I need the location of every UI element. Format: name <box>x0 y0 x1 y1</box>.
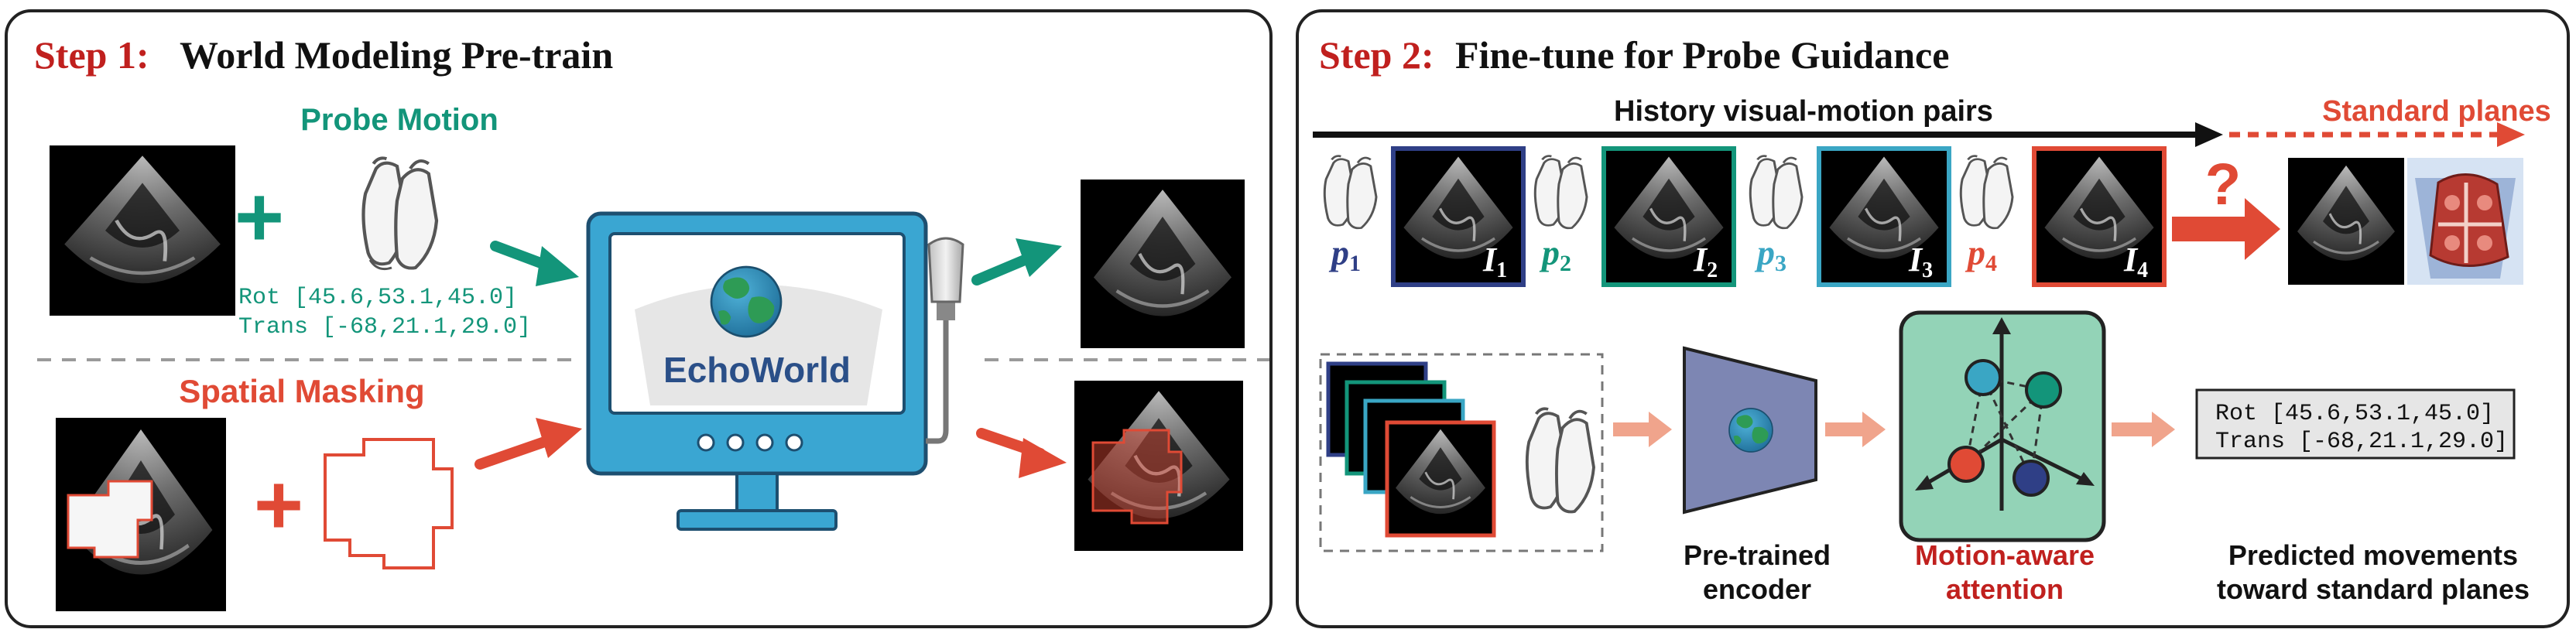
history-frame-3 <box>1817 146 1951 287</box>
plus-sign-bottom: + <box>254 457 303 552</box>
history-timeline-head <box>2195 122 2223 147</box>
predicted-label-line1: Predicted movements <box>2228 539 2518 571</box>
predicted-motion-box <box>2195 388 2516 460</box>
ultrasound-masked-input <box>56 418 226 611</box>
future-timeline-head <box>2497 122 2525 147</box>
encoder-label-line1: Pre-trained <box>1684 539 1831 571</box>
history-frame-1 <box>1391 146 1526 287</box>
visual-motion-pair: p2 I2 <box>1533 146 1736 287</box>
predicted-label-line2: toward standard planes <box>2217 573 2530 605</box>
monitor-button-icon <box>726 433 745 452</box>
probe-motion-label: Probe Motion <box>300 103 498 137</box>
step2-label: Step 2: <box>1319 33 1434 77</box>
attention-node-cyan <box>1965 359 2002 396</box>
probe-pose-icon <box>1749 155 1804 230</box>
reconstructed-masked-frame <box>1074 381 1243 551</box>
step1-label: Step 1: <box>34 33 149 77</box>
heart-anatomy-diagram <box>2407 158 2523 285</box>
encoder-label-line2: encoder <box>1703 573 1811 605</box>
step2-title: Fine-tune for Probe Guidance <box>1455 33 1949 77</box>
arrow-model-to-next-frame <box>971 238 1062 286</box>
visual-motion-pair: p4 I4 <box>1959 146 2167 287</box>
earth-icon <box>710 265 783 338</box>
output-trans-readout: Trans [-68,21.1,29.0] <box>2215 429 2508 455</box>
plus-sign-top: + <box>235 169 284 265</box>
standard-plane-ultrasound <box>2287 156 2406 286</box>
monitor-button-icon <box>785 433 803 452</box>
history-frame-4 <box>2032 146 2167 287</box>
rot-readout: Rot [45.6,53.1,45.0] <box>238 285 517 311</box>
ultrasound-input-top <box>50 145 235 316</box>
attention-label-line2: attention <box>1946 573 2064 605</box>
arrow-mask-to-model <box>474 418 582 470</box>
monitor-button-icon <box>697 433 715 452</box>
standard-planes-label: Standard planes <box>2322 95 2551 128</box>
rotation-arrow-icon <box>368 259 392 271</box>
attention-node-navy <box>2012 460 2050 497</box>
attention-node-green <box>2025 371 2062 409</box>
prediction-arrow <box>2172 198 2280 260</box>
spatial-masking-label: Spatial Masking <box>179 373 424 409</box>
history-frame-2 <box>1601 146 1736 287</box>
probe-motion-icon <box>363 158 437 268</box>
attention-label-line1: Motion-aware <box>1915 539 2095 571</box>
frame-label-i4: I4 <box>2123 241 2148 282</box>
predicted-next-frame <box>1081 180 1245 348</box>
ultrasound-probe-icon <box>926 237 964 444</box>
question-mark: ? <box>2205 152 2241 217</box>
echoworld-monitor: EchoWorld <box>586 211 928 531</box>
arrow-encoder-to-attention <box>1825 412 1886 447</box>
arrow-motion-to-model <box>490 241 579 286</box>
step1-title: World Modeling Pre-train <box>180 33 613 77</box>
monitor-label: EchoWorld <box>663 350 851 390</box>
history-probe-icon <box>1525 407 1595 514</box>
mask-shape-icon <box>324 438 454 569</box>
history-frame-stack <box>1326 361 1496 538</box>
output-rot-readout: Rot [45.6,53.1,45.0] <box>2215 401 2494 427</box>
frame-label-i1: I1 <box>1482 241 1507 282</box>
arrow-stack-to-encoder <box>1613 412 1672 447</box>
probe-pose-icon <box>1533 155 1588 230</box>
probe-pose-icon <box>1959 155 2014 230</box>
probe-pose-icon <box>1323 155 1378 230</box>
attention-node-red <box>1947 446 1985 483</box>
visual-motion-pair: p3 I3 <box>1749 146 1951 287</box>
history-stack-box <box>1319 353 1604 552</box>
motion-label-p4: p4 <box>1965 233 1997 276</box>
history-label: History visual-motion pairs <box>1614 95 1993 128</box>
arrow-model-to-reconstruction <box>976 428 1067 478</box>
monitor-button-icon <box>755 433 774 452</box>
motion-aware-attention-box <box>1899 310 2106 542</box>
pretrained-encoder <box>1683 346 1817 515</box>
arrow-attention-to-output <box>2112 412 2175 447</box>
encoder-earth-icon <box>1728 408 1773 453</box>
trans-readout: Trans [-68,21.1,29.0] <box>238 314 531 340</box>
visual-motion-pair: p1 I1 <box>1323 146 1526 287</box>
